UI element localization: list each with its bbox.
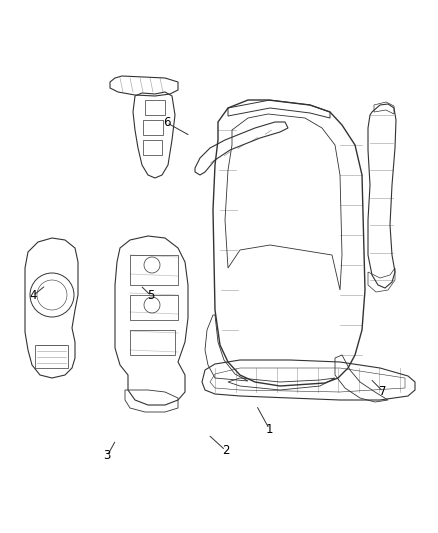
Text: 6: 6	[162, 116, 170, 129]
Text: 4: 4	[29, 289, 37, 302]
Text: 1: 1	[265, 423, 273, 435]
Text: 2: 2	[222, 444, 230, 457]
Text: 7: 7	[379, 385, 387, 398]
Text: 5: 5	[148, 289, 155, 302]
Text: 3: 3	[104, 449, 111, 462]
